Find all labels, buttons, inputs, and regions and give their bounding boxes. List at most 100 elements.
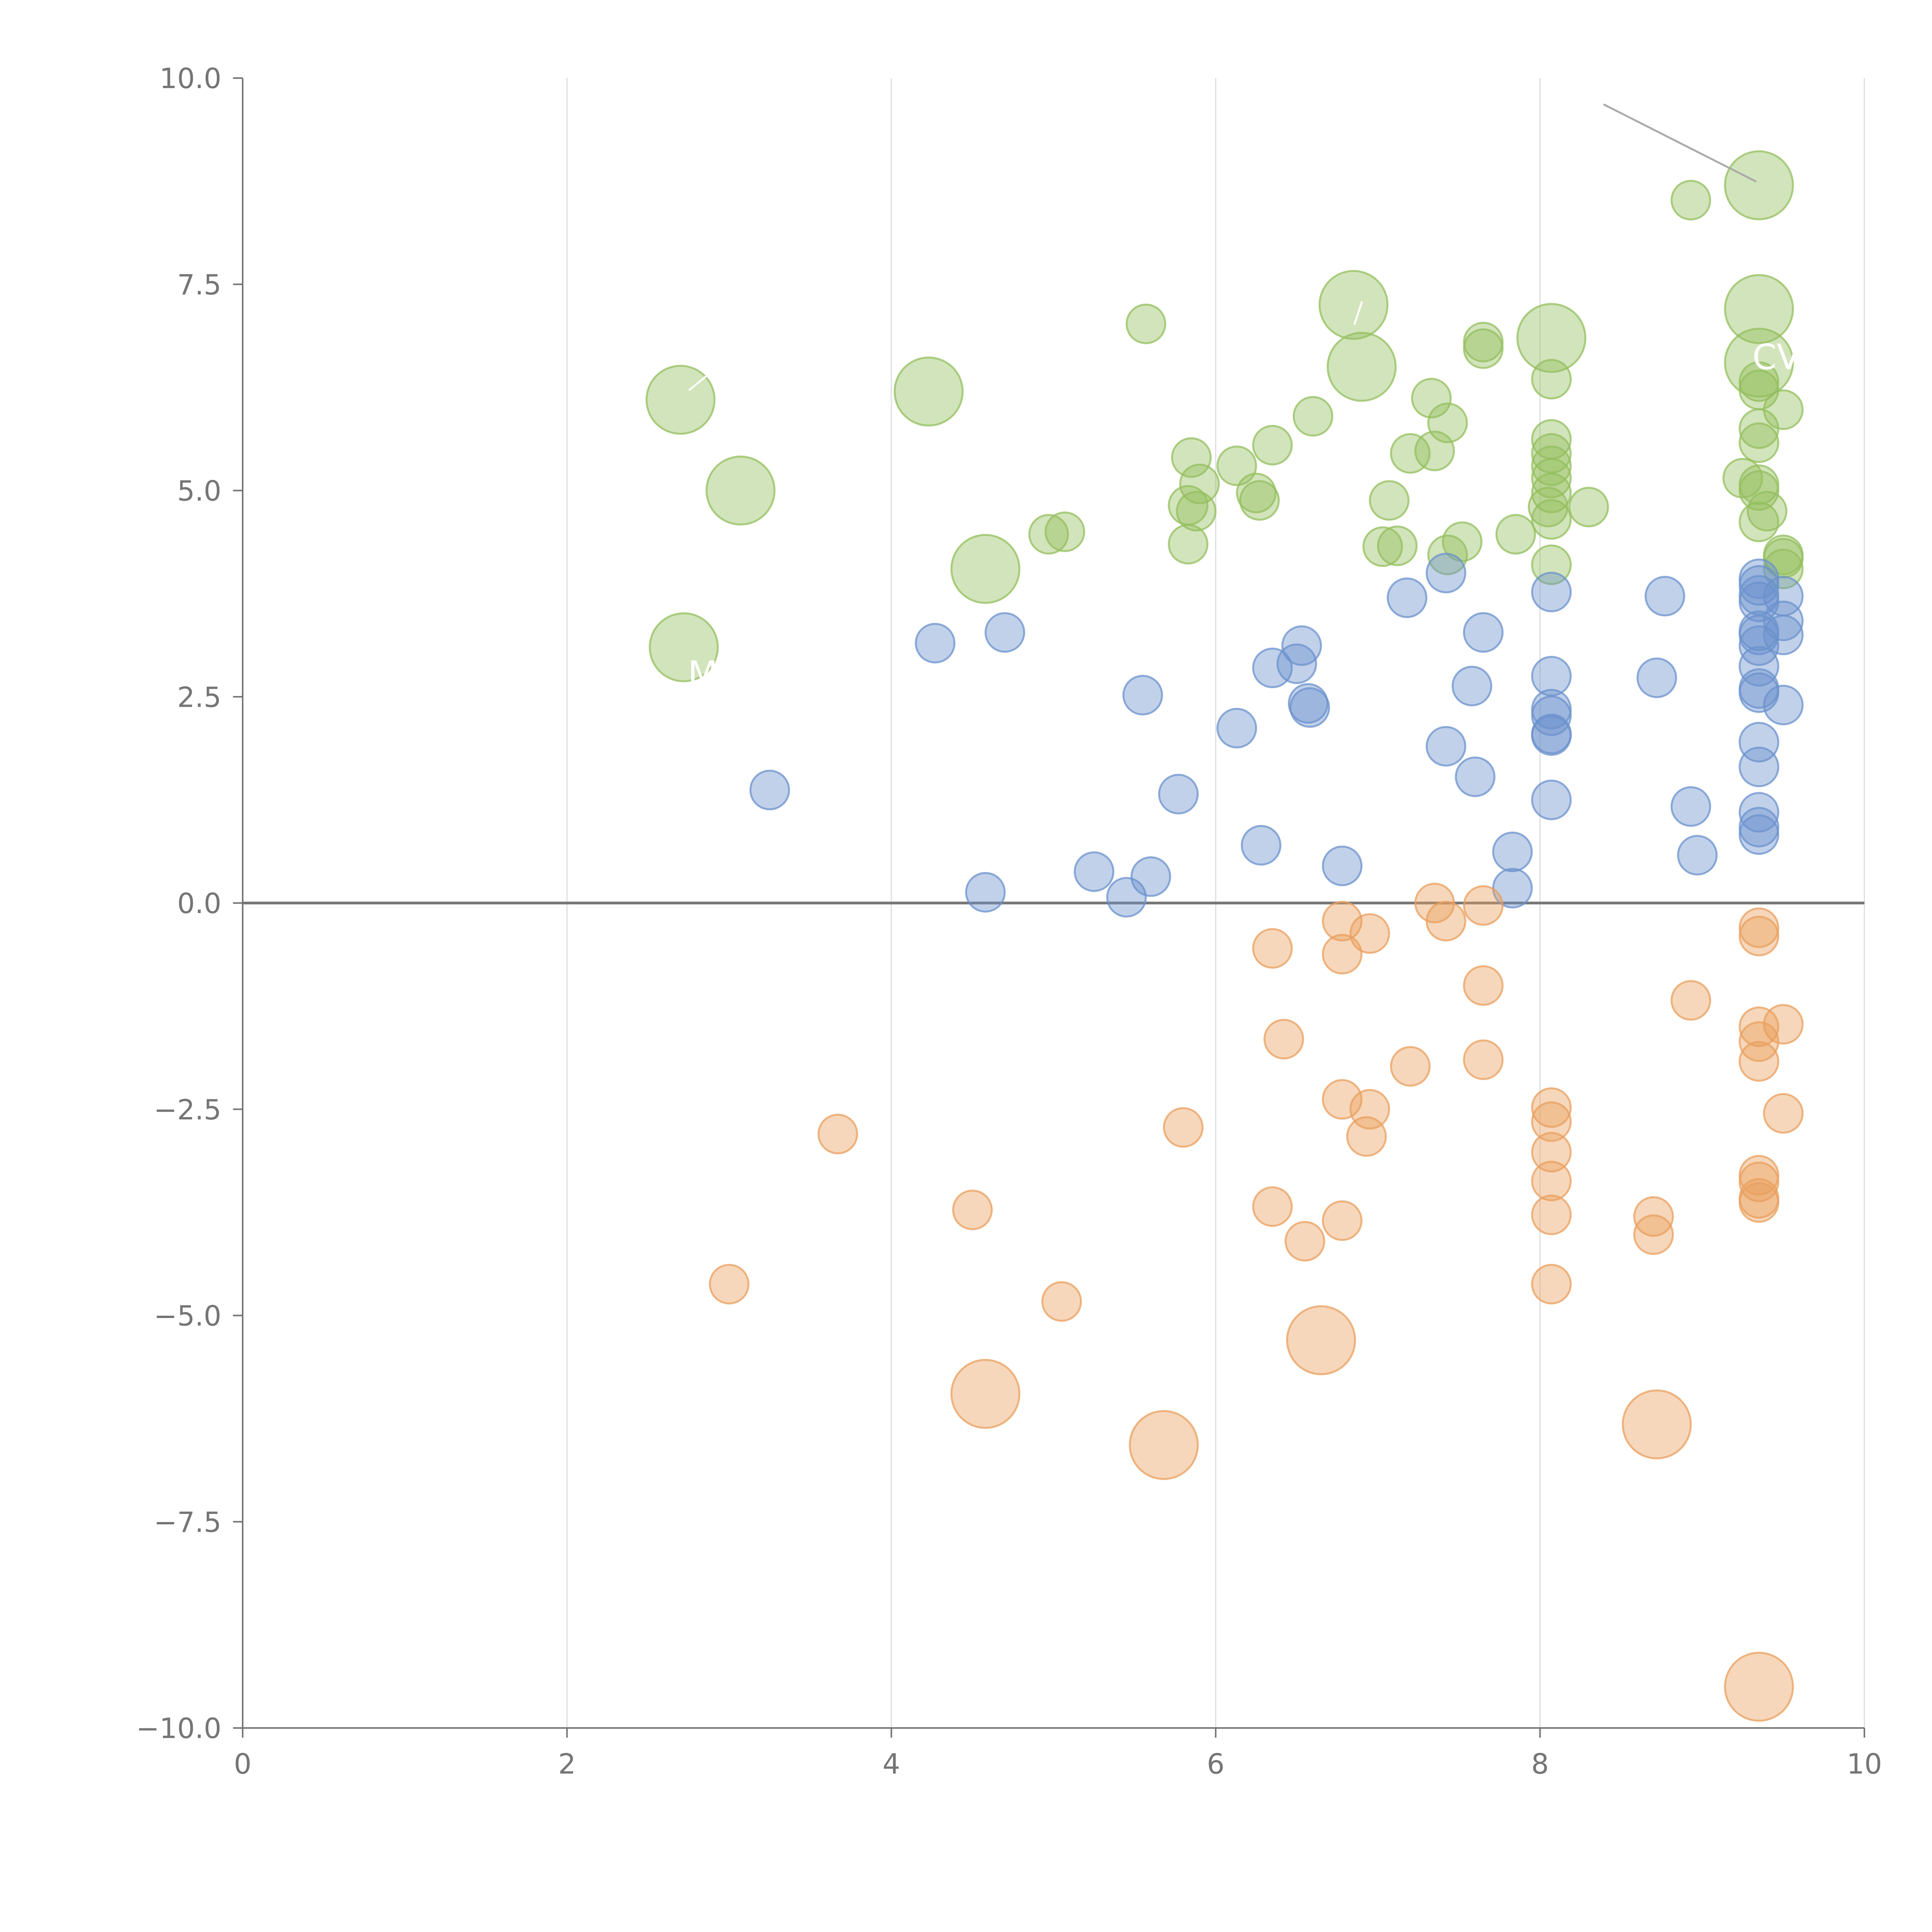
data-point-orange [1738,1041,1779,1082]
data-point-blue [1463,612,1504,653]
y-tick-label: −7.5 [154,1506,221,1538]
data-point-blue [1738,747,1779,787]
y-tick-label: −5.0 [154,1300,221,1332]
data-point-orange [1763,1093,1804,1134]
x-tick-label: 8 [1531,1748,1549,1780]
data-point-green [1293,396,1333,437]
annotation-leader-line [688,374,709,391]
data-point-orange [1531,1132,1572,1173]
y-tick-label: −2.5 [154,1094,221,1126]
annotation-label: M [688,654,718,694]
data-point-green [1252,425,1293,466]
data-point-orange [1738,1162,1779,1202]
data-point-orange [1463,1039,1504,1080]
data-point-green [1568,486,1609,527]
data-point-orange [1390,1046,1431,1087]
data-point-green [1516,303,1587,373]
x-tick-label: 4 [883,1748,900,1780]
data-point-green [1168,524,1209,565]
data-point-green [1531,359,1572,400]
data-point-blue [915,622,956,663]
data-point-orange [1284,1221,1325,1262]
data-point-green [1747,491,1787,532]
data-point-green [1738,361,1779,402]
data-point-green [1411,378,1452,418]
data-point-blue [1531,779,1572,820]
data-point-green [645,365,716,435]
data-point-green [1028,514,1069,555]
data-point-blue [1763,600,1804,641]
data-point-green [893,356,964,427]
data-point-orange [1463,965,1504,1006]
data-point-green [1531,499,1572,540]
y-tick-label: 2.5 [177,681,221,713]
data-point-orange [1531,1160,1572,1201]
data-point-blue [1287,683,1328,724]
x-tick-label: 2 [558,1748,576,1780]
data-point-orange [1163,1107,1204,1148]
data-point-orange [1252,1186,1293,1227]
data-point-green [1670,180,1711,221]
data-point-green [1044,511,1085,552]
data-point-orange [1738,907,1779,948]
data-point-orange [1322,934,1363,975]
data-point-orange [1633,1196,1674,1237]
data-point-blue [1451,665,1492,706]
data-point-orange [1531,1087,1572,1128]
data-point-blue [1425,726,1466,767]
data-point-orange [1531,1101,1572,1142]
data-point-green [649,612,719,682]
data-point-blue [1636,657,1677,698]
data-point-green [1236,473,1277,514]
data-point-blue [1531,715,1572,756]
data-point-green [1738,470,1779,511]
data-point-blue [1670,786,1711,827]
data-point-orange [1252,928,1293,969]
y-tick-label: 5.0 [177,475,221,507]
axis-layer: 0 2 4 6 8 10 10.0 7.5 5.0 2.5 0.0 −2.5 −5.0 −7.5 −10.0 [136,62,1882,1780]
data-point-orange [817,1114,858,1155]
data-point-blue [1763,614,1804,655]
data-point-orange [1041,1281,1082,1322]
data-point-blue [749,770,790,811]
data-point-blue [1677,835,1718,876]
data-point-blue [985,612,1026,653]
data-point-blue [1289,687,1330,728]
y-tick-label: −10.0 [136,1712,221,1745]
data-point-green [1377,526,1418,566]
data-point-blue [1073,851,1114,892]
data-point-green [1327,332,1397,402]
data-point-blue [1738,565,1779,606]
data-point-green [1722,457,1763,498]
y-tick-label: 10.0 [160,62,221,95]
data-point-orange [1129,1410,1199,1480]
data-point-orange [1531,1194,1572,1235]
data-point-orange [1286,1305,1356,1376]
data-point-blue [1122,675,1163,716]
data-point-orange [1763,1004,1804,1045]
annotation-leader-line [1603,103,1757,183]
data-point-green [1239,480,1280,521]
points-layer [645,150,1804,1722]
data-point-green [1724,274,1794,344]
annotation-label: CVX [1752,337,1824,378]
data-point-blue [1425,553,1466,594]
data-point-orange [1425,901,1466,942]
data-point-orange [1349,913,1390,954]
data-point-green [1414,430,1455,471]
data-point-orange [1670,980,1711,1021]
data-point-blue [1645,576,1685,617]
y-tick-label: 7.5 [177,269,221,301]
data-point-green [1463,328,1504,369]
y-tick-label: 0.0 [177,887,221,920]
data-point-orange [1463,885,1504,926]
data-point-green [1528,486,1569,527]
data-point-orange [1738,1182,1779,1223]
x-tick-label: 6 [1207,1748,1225,1780]
data-point-blue [1386,577,1427,618]
data-point-blue [1738,672,1779,713]
data-point-orange [1738,915,1779,956]
data-point-green [950,534,1020,604]
data-point-green [1369,480,1410,521]
